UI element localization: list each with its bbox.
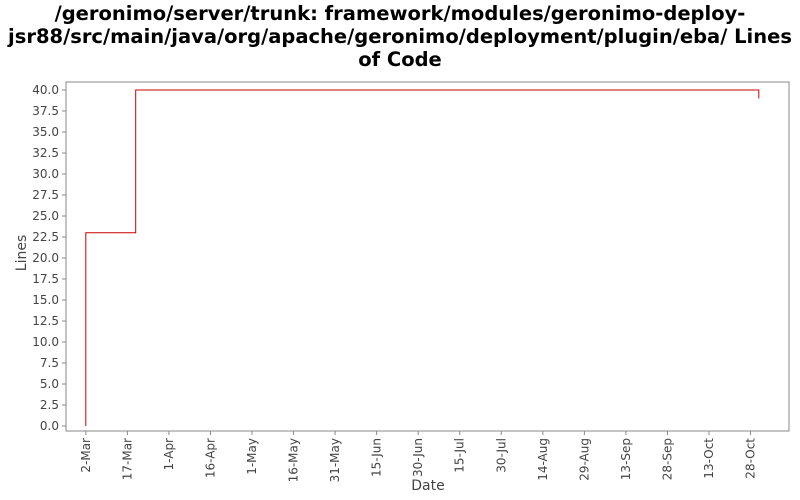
y-tick-label: 35.0 [32,125,59,139]
y-tick-label: 37.5 [32,104,59,118]
chart-title-line-3: of Code [358,48,442,71]
y-tick-label: 22.5 [32,230,59,244]
y-tick-label: 40.0 [32,83,59,97]
y-tick-label: 0.0 [40,419,59,433]
chart-title-line-2: jsr88/src/main/java/org/apache/geronimo/… [8,25,792,48]
y-tick-label: 15.0 [32,293,59,307]
chart-title-line-1: /geronimo/server/trunk: framework/module… [54,2,746,25]
series-layer [85,89,760,427]
x-tick-label: 30-Jun [411,438,425,477]
x-tick-label: 31-May [328,438,342,482]
x-tick-label: 29-Aug [577,438,591,481]
y-tick-label: 10.0 [32,335,59,349]
x-tick-label: 13-Oct [702,438,716,479]
y-tick-label: 32.5 [32,146,59,160]
x-tick-label: 17-Mar [120,438,134,480]
x-tick-label: 2-Mar [79,438,93,473]
y-axis-label: Lines [14,235,30,271]
y-tick-label: 25.0 [32,209,59,223]
y-tick-label: 20.0 [32,251,59,265]
x-tick-label: 28-Sep [660,438,674,480]
x-axis: 2-Mar 17-Mar 1-Apr 16-Apr 1-May 16-May 31-May 1… [79,431,758,482]
y-tick-label: 7.5 [40,356,59,370]
x-tick-label: 1-May [245,438,259,475]
y-axis: 0.0 2.5 5.0 7.5 10.0 12.5 15.0 17.5 20.0 22.5 25.0… [32,83,66,433]
x-tick-label: 14-Aug [536,438,550,481]
y-tick-label: 30.0 [32,167,59,181]
x-axis-label: Date [411,478,444,494]
x-tick-label: 15-Jul [453,438,467,473]
x-tick-label: 28-Oct [744,438,758,479]
y-tick-label: 12.5 [32,314,59,328]
x-tick-label: 16-Apr [203,438,217,478]
series-line-0 [85,89,760,426]
x-tick-label: 16-May [287,438,301,482]
y-tick-label: 17.5 [32,272,59,286]
y-tick-label: 5.0 [40,377,59,391]
x-tick-label: 15-Jun [370,438,384,477]
x-tick-label: 13-Sep [619,438,633,480]
y-tick-label: 2.5 [40,398,59,412]
y-tick-label: 27.5 [32,188,59,202]
chart-title: /geronimo/server/trunk: framework/module… [0,2,800,71]
x-tick-label: 1-Apr [162,438,176,471]
plot-area [65,81,790,432]
x-tick-label: 30-Jul [494,438,508,473]
